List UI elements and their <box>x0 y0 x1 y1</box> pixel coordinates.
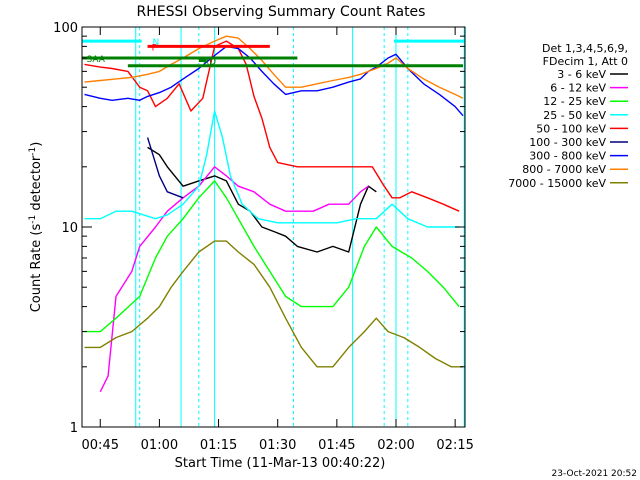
x-tick-label: 01:00 <box>141 438 178 453</box>
x-tick-label: 02:15 <box>436 438 473 453</box>
series-line <box>147 146 377 253</box>
legend-label: 12 - 25 keV <box>543 95 606 108</box>
y-axis-label: Count Rate (s-1 detector-1) <box>28 142 44 313</box>
x-axis-label: Start Time (11-Mar-13 00:40:22) <box>175 456 386 471</box>
status-label: SAA <box>87 55 106 65</box>
legend-label: 25 - 50 keV <box>543 109 606 122</box>
x-tick-label: 01:30 <box>259 438 296 453</box>
x-axis: 00:45 01:00 01:15 01:30 01:45 02:00 02:15 <box>82 27 474 453</box>
legend-header: FDecim 1, Att 0 <box>543 55 628 68</box>
x-tick-label: 00:45 <box>82 438 119 453</box>
y-tick-label: 100 <box>53 21 78 36</box>
series-line <box>146 137 184 199</box>
plot-area: NF SAA RD <box>82 27 465 427</box>
legend: Det 1,3,4,5,6,9,FDecim 1, Att 03 - 6 keV… <box>508 42 628 190</box>
x-tick-label: 01:15 <box>200 438 237 453</box>
legend-label: 300 - 800 keV <box>529 150 606 163</box>
series-line <box>84 35 464 99</box>
series-line <box>84 240 463 368</box>
chart-title: RHESSI Observing Summary Count Rates <box>137 4 426 20</box>
legend-label: 6 - 12 keV <box>550 82 606 95</box>
status-label: N <box>153 38 160 48</box>
status-label: F <box>152 43 157 53</box>
legend-label: 3 - 6 keV <box>557 68 606 81</box>
y-tick-label: 10 <box>61 221 78 236</box>
y-tick-label: 1 <box>70 421 78 436</box>
legend-header: Det 1,3,4,5,6,9, <box>542 42 628 55</box>
footer-date: 23-Oct-2021 20:52 <box>552 469 637 479</box>
legend-label: 7000 - 15000 keV <box>508 177 606 190</box>
x-tick-label: 01:45 <box>318 438 355 453</box>
legend-label: 100 - 300 keV <box>529 136 606 149</box>
series-line <box>84 180 460 333</box>
y-axis: 1 10 100 <box>53 21 465 436</box>
status-label: RD <box>203 57 216 67</box>
series-line <box>84 110 460 228</box>
series-line <box>84 45 464 117</box>
legend-label: 800 - 7000 keV <box>522 163 606 176</box>
series-line <box>84 40 460 212</box>
legend-label: 50 - 100 keV <box>536 122 606 135</box>
series-line <box>99 166 369 393</box>
x-tick-label: 02:00 <box>377 438 414 453</box>
